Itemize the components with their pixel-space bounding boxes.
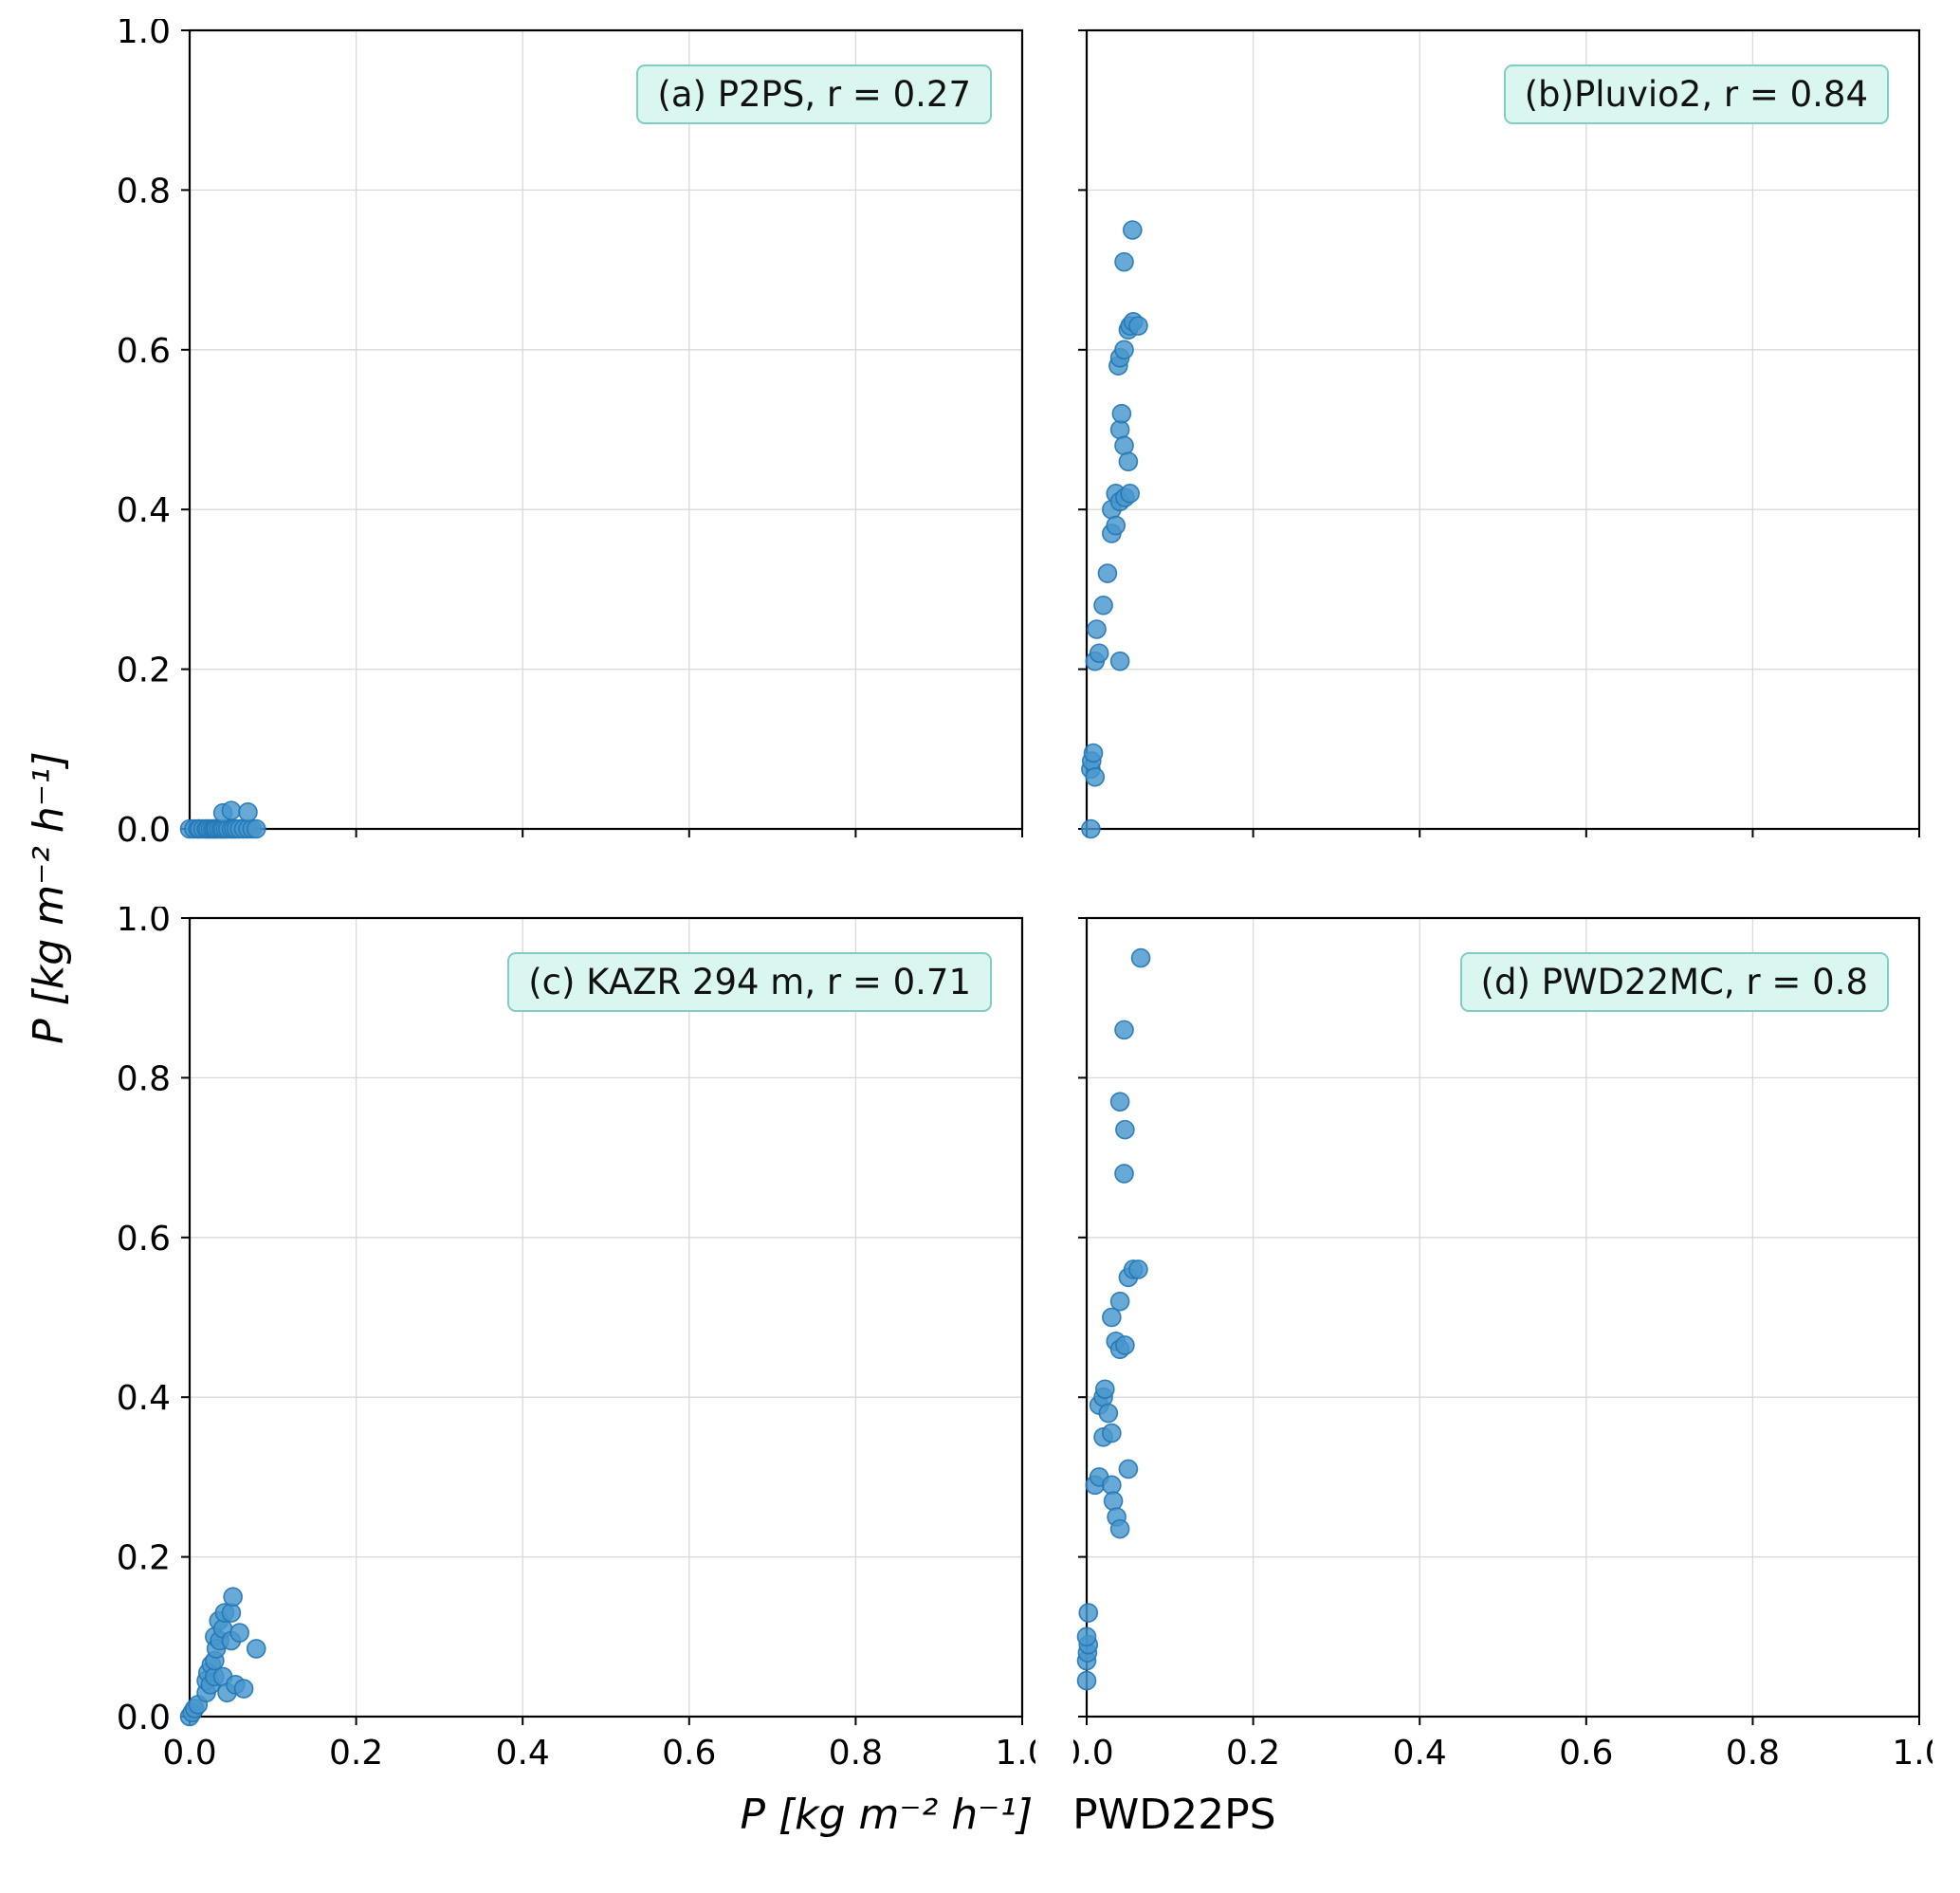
y-tick-label: 0.2 [117,1539,171,1578]
scatter-point [1109,1291,1130,1312]
scatter-point [1118,451,1139,471]
annotation-box-c: (c) KAZR 294 m, r = 0.71 [507,952,992,1012]
scatter-point [1102,1475,1122,1496]
annotation-box-d: (d) PWD22MC, r = 0.8 [1459,952,1889,1012]
y-tick-label: 0.8 [117,172,171,211]
scatter-point [223,1587,243,1608]
scatter-point [1111,403,1132,424]
x-axis-label-suffix: PWD22PS [1072,1791,1276,1839]
x-tick-label: 1.0 [1892,1734,1933,1773]
y-tick-label: 1.0 [117,907,171,939]
x-axis-label: P [kg m⁻² h⁻¹] PWD22PS [83,1791,1933,1839]
scatter-point [1118,1459,1139,1479]
scatter-point [1085,766,1106,787]
scatter-point [1114,1020,1134,1040]
y-tick-label: 0.8 [117,1059,171,1098]
x-tick-label: 0.2 [329,1734,383,1773]
figure: P [kg m⁻² h⁻¹] 0.0 0.2 0.4 0.6 0.8 1.0 (a) P2… [13,19,1933,1839]
x-tick-label: 0.4 [496,1734,550,1773]
y-tick-label: 0.4 [117,1379,171,1418]
y-axis-label-text: P [kg m⁻² h⁻¹] [24,750,73,1044]
scatter-point [1083,743,1104,763]
scatter-plot-b [1078,28,1921,839]
scatter-point [221,800,242,820]
scatter-point [233,1679,254,1699]
x-tick-label: 0.8 [829,1734,883,1773]
x-tick-label: 0.6 [662,1734,716,1773]
scatter-point [1102,1307,1122,1328]
scatter-point [1128,1259,1148,1279]
y-tick-label: 0.2 [117,652,171,690]
scatter-point [1106,515,1127,536]
scatter-point [1114,251,1134,272]
scatter-point [1114,435,1134,456]
scatter-point [1109,1092,1130,1112]
scatter-point [1078,1603,1099,1623]
plot-background [1087,30,1919,829]
plot-background [1087,918,1919,1717]
scatter-point [1109,419,1130,440]
scatter-point [1130,947,1151,968]
scatter-plot-c: 0.00.0 0.2 0.2 0.4 0.4 0.6 0.6 0.8 0.8 1.0 1.0 [117,907,1035,1773]
panel-d: 0.0 0.2 0.4 0.6 0.8 1.0 (d) PWD22MC, r = 0.8 [1073,907,1933,1775]
scatter-point [1103,1491,1124,1511]
plot-background [190,30,1022,829]
plot-border [188,916,1024,1718]
y-tick-label: 0.0 [117,1699,171,1737]
y-tick-label: 0.6 [117,1220,171,1259]
y-tick-label: 0.0 [117,811,171,842]
scatter-plot-a: 0.0 0.2 0.4 0.6 0.8 1.0 [117,19,1024,842]
x-tick-label: 0.0 [162,1734,216,1773]
scatter-point [1081,818,1101,839]
annotation-box-b: (b)Pluvio2, r = 0.84 [1503,64,1889,124]
x-axis-label-math: P [kg m⁻² h⁻¹] [740,1791,1034,1839]
scatter-point [238,802,258,822]
x-tick-label: 0.6 [1559,1734,1613,1773]
scatter-point [1098,1403,1119,1424]
scatter-point [1095,1379,1115,1400]
plot-grid: 0.0 0.2 0.4 0.6 0.8 1.0 (a) P2PS, r = 0.27 (b… [83,19,1933,1775]
scatter-point [1115,1119,1135,1140]
scatter-point [1089,643,1109,664]
scatter-point [1109,651,1130,671]
annotation-box-a: (a) P2PS, r = 0.27 [636,64,992,124]
x-tick-label: 1.0 [995,1734,1035,1773]
scatter-point [1114,340,1134,360]
scatter-point [1109,1518,1130,1539]
plot-border [1085,28,1921,831]
scatter-point [1114,1164,1134,1184]
plot-border [1085,916,1921,1718]
y-tick-label: 0.4 [117,491,171,530]
scatter-point [1102,1423,1122,1443]
x-tick-label: 0.4 [1393,1734,1447,1773]
panel-c: 0.00.0 0.2 0.2 0.4 0.4 0.6 0.6 0.8 0.8 1.0 1.0 (c)… [83,907,1035,1775]
x-tick-label: 0.2 [1226,1734,1280,1773]
scatter-point [1128,316,1148,336]
scatter-point [1115,1335,1135,1355]
scatter-point [221,1603,242,1623]
x-tick-label: 0.0 [1073,1734,1114,1773]
scatter-point [1076,1627,1097,1647]
panel-a: 0.0 0.2 0.4 0.6 0.8 1.0 (a) P2PS, r = 0.27 [83,19,1035,842]
panel-b: (b)Pluvio2, r = 0.84 [1073,19,1933,842]
y-axis-label: P [kg m⁻² h⁻¹] [13,19,83,1775]
scatter-point [1093,595,1113,616]
scatter-point [246,1639,266,1659]
scatter-plot-d: 0.0 0.2 0.4 0.6 0.8 1.0 [1073,916,1933,1773]
scatter-point [229,1623,249,1643]
plot-border [188,28,1024,831]
plot-grid-container: 0.0 0.2 0.4 0.6 0.8 1.0 (a) P2PS, r = 0.27 (b… [83,19,1933,1839]
scatter-point [1122,220,1143,240]
scatter-point [1097,563,1118,583]
y-tick-label: 1.0 [117,19,171,51]
y-tick-label: 0.6 [117,332,171,371]
scatter-point [1120,484,1140,504]
plot-background [190,918,1022,1717]
x-tick-label: 0.8 [1726,1734,1780,1773]
scatter-point [1076,1670,1097,1691]
scatter-point [1087,619,1107,639]
scatter-point [246,818,266,839]
